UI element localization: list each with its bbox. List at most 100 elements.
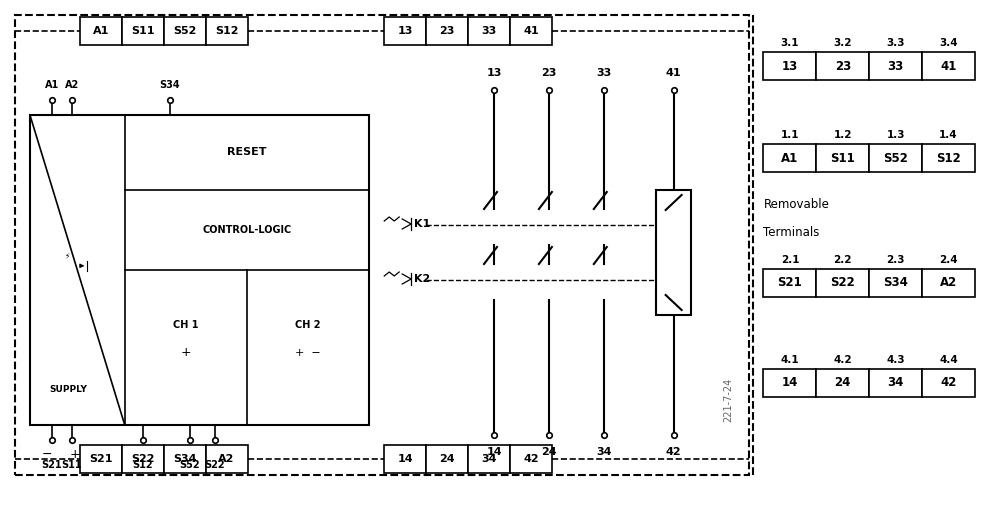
Bar: [30, 115, 369, 425]
Text: 24: 24: [541, 447, 557, 457]
Text: 14: 14: [781, 376, 798, 389]
Text: S34: S34: [160, 80, 180, 90]
Text: 4.4: 4.4: [939, 355, 958, 365]
Text: 3.1: 3.1: [780, 38, 799, 48]
Text: A2: A2: [219, 454, 235, 464]
Bar: [816, 52, 869, 80]
Text: 1.3: 1.3: [886, 130, 905, 140]
Text: 2.1: 2.1: [780, 255, 799, 265]
Text: 41: 41: [666, 68, 682, 78]
Text: S22: S22: [830, 277, 855, 290]
Text: 33: 33: [887, 59, 904, 72]
Text: 13: 13: [397, 26, 413, 36]
Text: 41: 41: [523, 26, 539, 36]
Text: S52: S52: [173, 26, 197, 36]
Text: 14: 14: [486, 447, 502, 457]
Text: S21: S21: [89, 454, 113, 464]
Text: 1.4: 1.4: [939, 130, 958, 140]
Text: ⚡: ⚡: [65, 251, 70, 261]
Text: Terminals: Terminals: [763, 226, 819, 239]
Text: A2: A2: [65, 80, 79, 90]
Text: SUPPLY: SUPPLY: [49, 385, 87, 395]
Text: 42: 42: [523, 454, 539, 464]
Text: K2: K2: [414, 274, 430, 284]
Bar: [122, 17, 164, 45]
Text: 34: 34: [887, 376, 904, 389]
Text: 34: 34: [596, 447, 612, 457]
Bar: [816, 144, 869, 172]
Bar: [122, 445, 164, 473]
Bar: [869, 144, 922, 172]
Text: 42: 42: [940, 376, 957, 389]
Text: 2.2: 2.2: [833, 255, 852, 265]
Text: S11: S11: [131, 26, 155, 36]
Text: 42: 42: [666, 447, 682, 457]
Text: +: +: [181, 346, 192, 359]
Text: 1.2: 1.2: [833, 130, 852, 140]
Text: 4.3: 4.3: [886, 355, 905, 365]
Text: S34: S34: [883, 277, 908, 290]
Bar: [816, 369, 869, 397]
Text: S11: S11: [62, 460, 82, 470]
Bar: [468, 17, 510, 45]
Text: S34: S34: [173, 454, 197, 464]
Text: RESET: RESET: [228, 147, 266, 157]
Bar: [869, 269, 922, 297]
Bar: [164, 17, 206, 45]
Text: 13: 13: [486, 68, 502, 78]
Text: 3.3: 3.3: [886, 38, 905, 48]
Text: S22: S22: [205, 460, 225, 470]
Text: +: +: [70, 448, 80, 461]
Text: S21: S21: [777, 277, 802, 290]
Text: 4.1: 4.1: [780, 355, 799, 365]
Bar: [384, 17, 426, 45]
Text: A1: A1: [93, 26, 109, 36]
Bar: [763, 269, 816, 297]
Text: CH 2: CH 2: [295, 320, 321, 331]
Text: S12: S12: [215, 26, 239, 36]
Text: 33: 33: [596, 68, 612, 78]
Bar: [206, 17, 248, 45]
Text: 23: 23: [834, 59, 851, 72]
Text: 14: 14: [397, 454, 413, 464]
Text: 3.2: 3.2: [833, 38, 852, 48]
Text: S11: S11: [830, 151, 855, 164]
Text: +  −: + −: [295, 347, 321, 358]
Bar: [922, 144, 975, 172]
Bar: [164, 445, 206, 473]
Text: 23: 23: [439, 26, 455, 36]
Bar: [816, 269, 869, 297]
Text: 34: 34: [481, 454, 497, 464]
Bar: [763, 52, 816, 80]
Bar: [510, 17, 552, 45]
Bar: [468, 445, 510, 473]
Bar: [869, 369, 922, 397]
Bar: [922, 269, 975, 297]
Text: S52: S52: [883, 151, 908, 164]
Text: S12: S12: [133, 460, 153, 470]
Bar: [206, 445, 248, 473]
Text: S22: S22: [131, 454, 155, 464]
Bar: [763, 369, 816, 397]
Text: S12: S12: [936, 151, 961, 164]
Bar: [869, 52, 922, 80]
Bar: [426, 17, 468, 45]
Text: S52: S52: [180, 460, 200, 470]
Bar: [80, 445, 122, 473]
Bar: [657, 190, 691, 315]
Text: K1: K1: [414, 219, 430, 229]
Bar: [510, 445, 552, 473]
Text: 33: 33: [481, 26, 497, 36]
Text: 3.4: 3.4: [939, 38, 958, 48]
Text: A1: A1: [781, 151, 798, 164]
Text: 4.2: 4.2: [833, 355, 852, 365]
Text: S21: S21: [42, 460, 62, 470]
Text: 1.1: 1.1: [780, 130, 799, 140]
Text: CH 1: CH 1: [173, 320, 199, 331]
Text: Removable: Removable: [763, 199, 829, 212]
Bar: [80, 17, 122, 45]
Text: 23: 23: [541, 68, 557, 78]
Bar: [922, 52, 975, 80]
Bar: [922, 369, 975, 397]
Bar: [15, 15, 748, 475]
